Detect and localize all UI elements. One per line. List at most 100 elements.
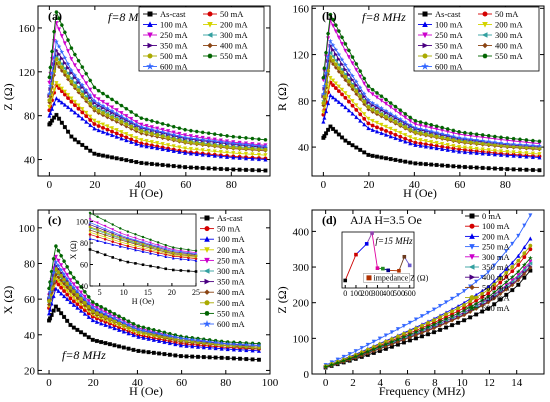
data-point (418, 126, 424, 132)
data-point (59, 311, 64, 316)
data-point (413, 161, 418, 166)
data-point (160, 129, 166, 135)
legend-marker (468, 303, 476, 312)
data-point (207, 355, 212, 360)
data-point (243, 342, 249, 347)
legend-label: 500 mA (160, 51, 188, 61)
legend-marker (468, 264, 475, 270)
data-point (361, 91, 367, 96)
data-point (51, 269, 57, 275)
data-point (485, 294, 491, 300)
data-point (350, 84, 355, 89)
inset-x-tick-label: 0 (343, 289, 347, 298)
series-As-cast (47, 112, 268, 173)
data-point (537, 155, 542, 160)
legend-marker (203, 319, 211, 328)
data-point (383, 333, 388, 338)
legend-label: 500 mA (217, 298, 245, 308)
inset-point (194, 249, 198, 252)
panel-c-ylabel: X (Ω) (1, 286, 15, 315)
data-point (374, 95, 380, 100)
data-point (213, 339, 219, 345)
data-point (75, 302, 80, 307)
data-point (324, 51, 329, 55)
data-point (66, 96, 70, 100)
data-point (56, 83, 62, 88)
data-point (486, 151, 491, 156)
data-point (366, 121, 371, 126)
data-point (403, 139, 408, 144)
data-point (225, 150, 230, 155)
legend-item: As-cast (143, 9, 186, 19)
data-point (171, 144, 176, 149)
data-point (517, 141, 523, 147)
data-point (237, 167, 242, 172)
data-point (462, 165, 467, 169)
data-point (445, 142, 450, 148)
data-point (52, 88, 57, 93)
data-point (47, 100, 52, 105)
data-point (456, 293, 461, 298)
data-point (121, 317, 126, 321)
data-point (440, 146, 445, 151)
data-point (362, 150, 367, 155)
data-point (67, 281, 73, 286)
legend-marker (469, 213, 475, 219)
data-point (444, 325, 449, 330)
data-point (231, 347, 236, 352)
data-point (62, 55, 68, 60)
data-point (371, 339, 376, 344)
data-point (144, 130, 149, 135)
data-point (468, 165, 473, 170)
data-point (499, 135, 504, 140)
data-point (510, 269, 515, 274)
data-point (395, 327, 400, 332)
data-point (530, 142, 536, 148)
inset-point (141, 240, 145, 244)
data-point (440, 141, 445, 147)
data-point (96, 89, 101, 93)
data-point (354, 89, 359, 94)
data-point (336, 89, 341, 94)
data-point (178, 343, 183, 348)
data-point (86, 304, 91, 309)
data-point (176, 133, 182, 139)
data-point (109, 126, 115, 131)
inset-x-tick-label: 400 (382, 289, 394, 298)
data-point (354, 103, 359, 108)
data-point (188, 140, 193, 145)
inset-point (179, 250, 183, 253)
data-point (71, 302, 76, 307)
data-point (434, 146, 439, 151)
y-tick-label: 120 (19, 67, 36, 79)
data-point (451, 148, 456, 153)
legend-label: As-cast (217, 213, 243, 223)
data-point (516, 258, 521, 263)
data-point (528, 243, 533, 248)
data-point (79, 82, 85, 88)
data-point (59, 291, 64, 296)
legend-label: As-cast (435, 9, 461, 19)
data-point (343, 138, 348, 143)
data-point (398, 122, 403, 127)
data-point (341, 358, 347, 363)
data-point (161, 332, 167, 338)
data-point (456, 135, 462, 140)
y-tick-label: 20 (24, 365, 36, 377)
data-point (403, 112, 408, 116)
legend-label: 250 mA (435, 30, 463, 40)
data-point (114, 131, 119, 136)
y-tick-label: 120 (293, 50, 310, 62)
inset-point (171, 256, 175, 260)
inset-point (179, 257, 183, 261)
data-point (461, 307, 467, 313)
inset-point (126, 238, 130, 242)
data-point (403, 125, 408, 130)
data-point (119, 130, 124, 135)
data-point (537, 168, 542, 173)
legend-item: 50 mA (478, 9, 519, 19)
data-point (194, 141, 199, 146)
inset-point (149, 242, 153, 246)
data-point (138, 124, 144, 130)
x-tick-label: 8 (432, 377, 438, 389)
